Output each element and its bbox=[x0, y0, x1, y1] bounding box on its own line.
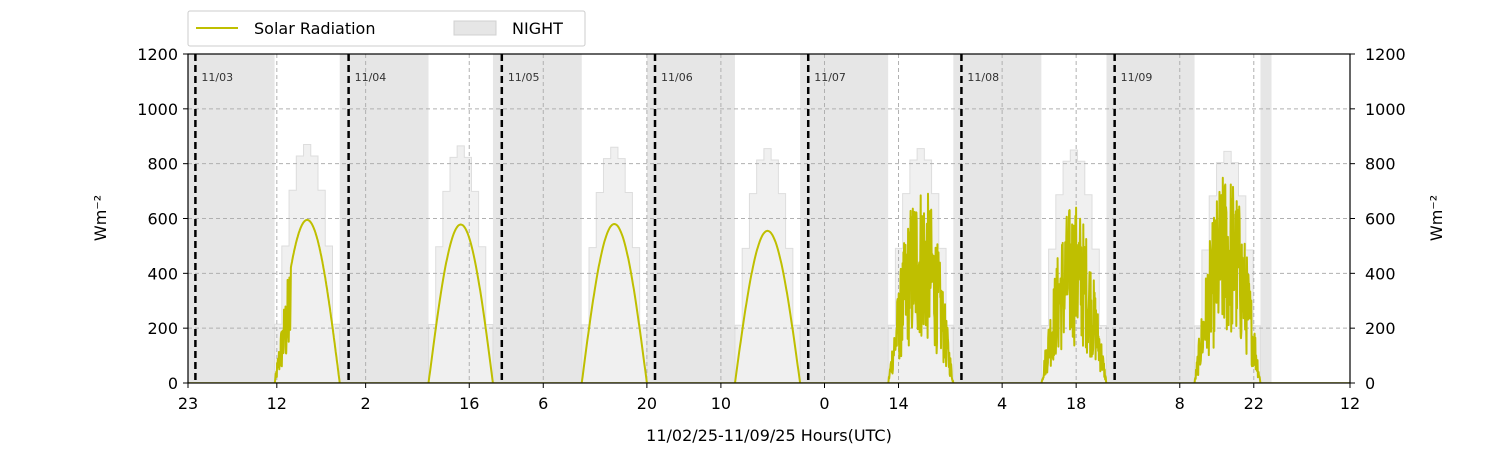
y-tick-label-right-2: 400 bbox=[1365, 264, 1396, 283]
x-tick-label-3: 16 bbox=[459, 394, 479, 413]
y-tick-label-left-4: 800 bbox=[147, 155, 178, 174]
x-tick-label-13: 12 bbox=[1340, 394, 1360, 413]
y-tick-label-right-1: 200 bbox=[1365, 319, 1396, 338]
legend: Solar Radiation NIGHT bbox=[187, 10, 586, 47]
y-tick-label-left-0: 0 bbox=[168, 374, 178, 393]
x-axis-title: 11/02/25-11/09/25 Hours(UTC) bbox=[646, 426, 892, 445]
y-tick-label-right-4: 800 bbox=[1365, 155, 1396, 174]
x-tick-label-10: 18 bbox=[1066, 394, 1086, 413]
y-tick-label-right-0: 0 bbox=[1365, 374, 1375, 393]
y-axis-title-right: Wm⁻² bbox=[1427, 195, 1446, 241]
night-band-7 bbox=[1260, 54, 1272, 383]
x-tick-label-12: 22 bbox=[1244, 394, 1264, 413]
x-tick-label-0: 23 bbox=[178, 394, 198, 413]
clear-sky-envelope-2 bbox=[581, 146, 648, 383]
legend-frame bbox=[187, 10, 586, 47]
day-label-3: 11/06 bbox=[661, 71, 693, 84]
x-tick-label-6: 10 bbox=[711, 394, 731, 413]
clear-sky-envelope-3 bbox=[734, 148, 801, 383]
day-label-5: 11/08 bbox=[967, 71, 999, 84]
day-label-0: 11/03 bbox=[201, 71, 233, 84]
day-label-6: 11/09 bbox=[1121, 71, 1153, 84]
x-tick-label-4: 6 bbox=[538, 394, 548, 413]
y-tick-label-right-5: 1000 bbox=[1365, 100, 1406, 119]
y-axis-title-left: Wm⁻² bbox=[91, 195, 110, 241]
y-tick-label-left-5: 1000 bbox=[137, 100, 178, 119]
day-label-2: 11/05 bbox=[508, 71, 540, 84]
legend-night-swatch bbox=[453, 20, 497, 36]
x-tick-label-2: 2 bbox=[361, 394, 371, 413]
y-tick-label-right-3: 600 bbox=[1365, 210, 1396, 229]
solar-radiation-line bbox=[273, 176, 1262, 383]
x-tick-label-8: 14 bbox=[888, 394, 908, 413]
x-tick-label-5: 20 bbox=[637, 394, 657, 413]
x-tick-label-11: 8 bbox=[1175, 394, 1185, 413]
x-tick-label-1: 12 bbox=[267, 394, 287, 413]
x-tick-label-9: 4 bbox=[997, 394, 1007, 413]
y-tick-label-left-3: 600 bbox=[147, 210, 178, 229]
y-tick-label-left-2: 400 bbox=[147, 264, 178, 283]
legend-night-label: NIGHT bbox=[512, 19, 563, 38]
day-label-1: 11/04 bbox=[355, 71, 387, 84]
y-tick-label-left-6: 1200 bbox=[137, 45, 178, 64]
y-tick-label-left-1: 200 bbox=[147, 319, 178, 338]
x-tick-label-7: 0 bbox=[819, 394, 829, 413]
legend-solar-label: Solar Radiation bbox=[254, 19, 375, 38]
day-label-4: 11/07 bbox=[814, 71, 846, 84]
clear-sky-envelope-1 bbox=[428, 145, 494, 383]
y-tick-label-right-6: 1200 bbox=[1365, 45, 1406, 64]
